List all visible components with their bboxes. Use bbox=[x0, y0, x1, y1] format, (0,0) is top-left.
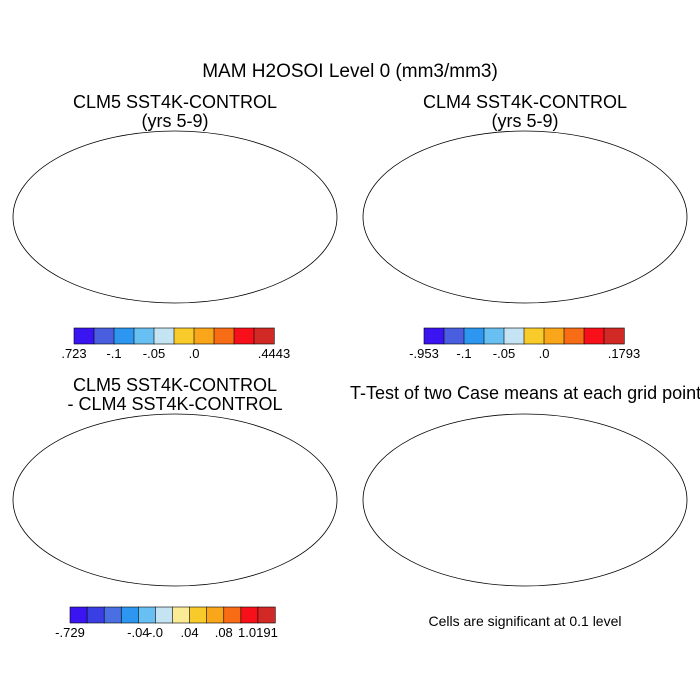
map-panel-1 bbox=[12, 130, 338, 304]
colorbar-swatch bbox=[213, 327, 235, 345]
land-base bbox=[375, 131, 665, 303]
colorbar-swatch bbox=[69, 606, 88, 624]
colorbar-swatch bbox=[223, 606, 242, 624]
colorbar-label: -.0 bbox=[148, 625, 163, 640]
anomaly-field bbox=[380, 131, 655, 301]
colorbar-swatch bbox=[173, 327, 195, 345]
colorbar-swatch bbox=[257, 606, 276, 624]
colorbar-label: .04 bbox=[181, 625, 199, 640]
map-panel-2 bbox=[362, 130, 688, 304]
colorbar-label: .0 bbox=[189, 346, 200, 361]
map-panel-4 bbox=[362, 413, 688, 587]
colorbar-3: -.729 -.04-.0 .04 .08 1.0191 bbox=[55, 606, 278, 640]
colorbar-swatch bbox=[543, 327, 565, 345]
colorbar-swatch bbox=[583, 327, 605, 345]
map-border bbox=[12, 130, 338, 304]
panel-2-title-line1: CLM4 SST4K-CONTROL bbox=[422, 92, 628, 112]
colorbar-label: -.04 bbox=[127, 625, 149, 640]
panel-3-title-line1: CLM5 SST4K-CONTROL bbox=[72, 375, 278, 395]
colorbar-swatch bbox=[189, 606, 208, 624]
colorbar-swatch bbox=[423, 327, 445, 345]
colorbar-swatch bbox=[193, 327, 215, 345]
colorbar-2: -.953 -.1 -.05 .0 .1793 bbox=[409, 327, 641, 361]
colorbar-swatch bbox=[503, 327, 525, 345]
colorbar-label: -.953 bbox=[409, 346, 439, 361]
map-border bbox=[12, 413, 338, 587]
colorbar-label: .1793 bbox=[608, 346, 641, 361]
colorbar-swatch bbox=[443, 327, 465, 345]
colorbar-swatch bbox=[172, 606, 191, 624]
anomaly-field bbox=[30, 414, 305, 584]
colorbar-swatch bbox=[463, 327, 485, 345]
land-outlines bbox=[23, 414, 315, 586]
map-border bbox=[362, 413, 688, 587]
land-base bbox=[25, 414, 315, 586]
anomaly-field bbox=[30, 131, 299, 301]
colorbar-label: .4443 bbox=[258, 346, 291, 361]
land-base bbox=[25, 131, 315, 303]
colorbar-label: 1.0191 bbox=[238, 625, 278, 640]
colorbar-label: .723 bbox=[61, 346, 86, 361]
colorbars: .723 -.1 -.05 .0 .4443 -.953 -.1 -.05 .0 .1793 -.7… bbox=[55, 327, 641, 640]
colorbar-swatch bbox=[93, 327, 115, 345]
panel-3-title: CLM5 SST4K-CONTROL - CLM4 SST4K-CONTROL bbox=[20, 376, 330, 414]
colorbar-swatch bbox=[153, 327, 175, 345]
colorbar-swatch bbox=[155, 606, 174, 624]
colorbar-swatch bbox=[86, 606, 105, 624]
panel-1-title: CLM5 SST4K-CONTROL (yrs 5-9) bbox=[20, 93, 330, 131]
colorbar-label: -.1 bbox=[106, 346, 121, 361]
colorbar-swatch bbox=[603, 327, 625, 345]
colorbar-label: .0 bbox=[539, 346, 550, 361]
panel-4-title: T-Test of two Case means at each grid po… bbox=[350, 383, 700, 403]
colorbar-swatch bbox=[240, 606, 259, 624]
colorbar-label: .08 bbox=[215, 625, 233, 640]
panel-2-title-line2: (yrs 5-9) bbox=[491, 111, 559, 131]
colorbar-label: -.729 bbox=[55, 625, 85, 640]
land-outlines bbox=[373, 414, 665, 586]
colorbar-swatch bbox=[133, 327, 155, 345]
colorbar-swatch bbox=[73, 327, 95, 345]
colorbar-swatch bbox=[206, 606, 225, 624]
panel-1-title-line2: (yrs 5-9) bbox=[141, 111, 209, 131]
colorbar-swatch bbox=[113, 327, 135, 345]
colorbar-swatch bbox=[523, 327, 545, 345]
colorbar-label: -.1 bbox=[456, 346, 471, 361]
map-panel-3 bbox=[12, 413, 338, 587]
figure-title: MAM H2OSOI Level 0 (mm3/mm3) bbox=[202, 61, 498, 82]
colorbar-swatch bbox=[233, 327, 255, 345]
land-outlines bbox=[373, 131, 665, 303]
colorbar-swatch bbox=[138, 606, 157, 624]
colorbar-swatch bbox=[253, 327, 275, 345]
colorbar-label: -.05 bbox=[493, 346, 515, 361]
map-border bbox=[362, 130, 688, 304]
significance-note: Cells are significant at 0.1 level bbox=[428, 613, 622, 629]
colorbar-swatch bbox=[103, 606, 122, 624]
colorbar-1: .723 -.1 -.05 .0 .4443 bbox=[61, 327, 291, 361]
panel-1-title-line1: CLM5 SST4K-CONTROL bbox=[72, 92, 278, 112]
colorbar-label: -.05 bbox=[143, 346, 165, 361]
panel-3-title-line2: - CLM4 SST4K-CONTROL bbox=[67, 394, 283, 414]
colorbar-swatch bbox=[120, 606, 139, 624]
colorbar-swatch bbox=[483, 327, 505, 345]
panel-2-title: CLM4 SST4K-CONTROL (yrs 5-9) bbox=[370, 93, 680, 131]
colorbar-swatch bbox=[563, 327, 585, 345]
significance-cells bbox=[413, 416, 653, 544]
land-outlines bbox=[23, 131, 315, 303]
